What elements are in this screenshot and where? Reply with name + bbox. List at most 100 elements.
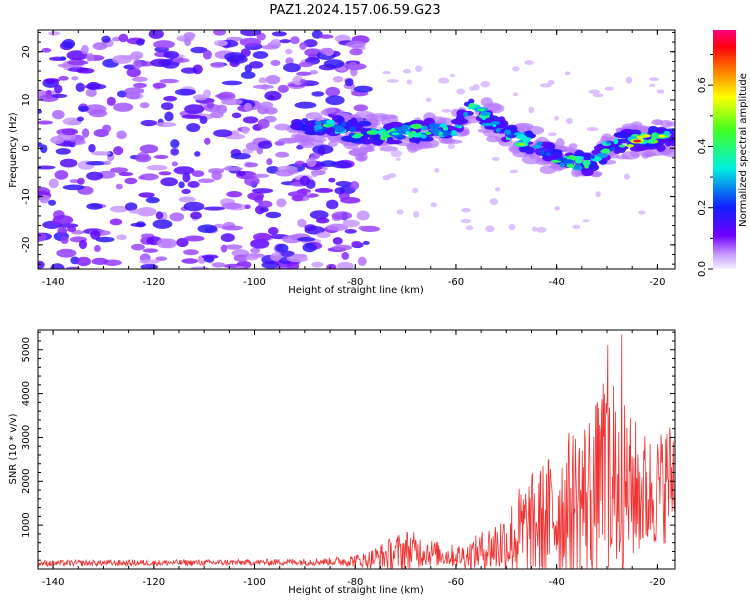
heatmap-cell	[651, 119, 664, 126]
heatmap-cell	[285, 48, 293, 55]
heatmap-cell	[635, 146, 651, 151]
heatmap-cell	[509, 169, 519, 174]
heatmap-cell	[140, 119, 158, 127]
heatmap-cell	[586, 127, 599, 132]
heatmap-x-tick-label: -80	[347, 277, 363, 288]
heatmap-cell	[582, 219, 590, 223]
heatmap-cell	[447, 142, 455, 150]
heatmap-cell	[197, 178, 215, 184]
heatmap-cell	[258, 200, 273, 208]
heatmap-cell	[50, 263, 65, 269]
heatmap-cell	[490, 121, 501, 125]
heatmap-cell	[211, 262, 226, 268]
heatmap-cell	[190, 46, 208, 54]
heatmap-cell	[254, 205, 265, 215]
heatmap-cell	[145, 196, 160, 204]
heatmap-cell	[290, 36, 300, 45]
heatmap-cell	[182, 172, 191, 183]
heatmap-cell	[479, 111, 492, 116]
heatmap-cell	[588, 89, 601, 95]
heatmap-cell	[508, 223, 516, 231]
heatmap-cell	[233, 254, 249, 262]
heatmap-y-tick-label: 0	[21, 145, 32, 151]
heatmap-cell	[139, 259, 160, 265]
heatmap-cell	[584, 164, 589, 169]
heatmap-cell	[532, 144, 542, 149]
heatmap-cell	[292, 123, 301, 130]
heatmap-cell	[366, 130, 379, 135]
heatmap-cell	[545, 152, 552, 157]
heatmap-cell	[38, 109, 43, 114]
heatmap-cell	[67, 66, 89, 73]
heatmap-cell	[116, 130, 127, 140]
heatmap-cell	[252, 51, 269, 59]
heatmap-x-tick-label: -120	[142, 277, 165, 288]
snr-x-tick-label: -60	[448, 577, 464, 588]
heatmap-cell	[340, 122, 347, 127]
heatmap-cell	[221, 80, 243, 86]
heatmap-cell	[425, 97, 432, 102]
heatmap-cell	[90, 229, 101, 240]
heatmap-cell	[394, 127, 404, 131]
heatmap-cell	[438, 77, 450, 84]
heatmap-cell	[252, 232, 272, 242]
heatmap-cell	[439, 123, 448, 128]
heatmap-cell	[492, 156, 500, 161]
heatmap-cell	[302, 242, 317, 253]
heatmap-cell	[270, 59, 281, 66]
heatmap-cell	[124, 177, 138, 185]
heatmap-cell	[314, 120, 322, 125]
heatmap-cell	[270, 252, 282, 261]
heatmap-cell	[494, 187, 501, 192]
heatmap-cell	[504, 129, 512, 135]
heatmap-cell	[155, 256, 168, 262]
heatmap-cell	[614, 131, 628, 138]
snr-x-axis-label: Height of straight line (km)	[288, 585, 424, 596]
heatmap-cell	[85, 88, 97, 98]
heatmap-cell	[69, 179, 80, 184]
heatmap-cell	[116, 234, 127, 241]
heatmap-cell	[513, 122, 534, 130]
heatmap-cell	[279, 39, 291, 44]
heatmap-cell	[386, 79, 399, 83]
heatmap-cell	[350, 117, 358, 127]
heatmap-cell	[260, 101, 274, 109]
heatmap-cell	[369, 133, 381, 143]
heatmap-cell	[41, 47, 52, 53]
heatmap-cell	[103, 160, 112, 165]
heatmap-cell	[539, 149, 545, 155]
heatmap-cell	[187, 180, 200, 188]
heatmap-cell	[319, 47, 334, 55]
heatmap-cell	[412, 187, 419, 194]
heatmap-cell	[271, 31, 287, 37]
heatmap-cell	[420, 134, 427, 139]
heatmap-cell	[199, 115, 208, 125]
heatmap-cell	[113, 146, 124, 156]
heatmap-cell	[485, 225, 495, 233]
heatmap-cell	[536, 226, 547, 233]
heatmap-cell	[633, 139, 642, 143]
heatmap-cell	[38, 165, 56, 170]
heatmap-cell	[337, 261, 354, 269]
heatmap-cell	[296, 188, 311, 193]
heatmap-cell	[203, 89, 212, 98]
heatmap-cell	[559, 162, 566, 168]
heatmap-cell	[461, 207, 471, 213]
heatmap-cell	[299, 175, 311, 186]
heatmap-cell	[463, 111, 469, 118]
heatmap-cell	[113, 102, 134, 112]
heatmap-y-tick-label: 20	[21, 45, 32, 58]
heatmap-cell	[524, 60, 534, 65]
heatmap-x-tick-label: -140	[42, 277, 65, 288]
heatmap-cell	[568, 143, 578, 149]
heatmap-cell	[126, 67, 141, 78]
heatmap-cell	[184, 104, 205, 114]
heatmap-cell	[221, 202, 242, 210]
heatmap-cell	[297, 218, 307, 228]
heatmap-cell	[325, 86, 341, 97]
heatmap-x-tick-label: -100	[243, 277, 266, 288]
colorbar-tick-label: 0.4	[697, 138, 708, 154]
heatmap-cell	[574, 149, 585, 158]
heatmap-cell	[183, 235, 205, 242]
heatmap-cell	[38, 120, 53, 125]
